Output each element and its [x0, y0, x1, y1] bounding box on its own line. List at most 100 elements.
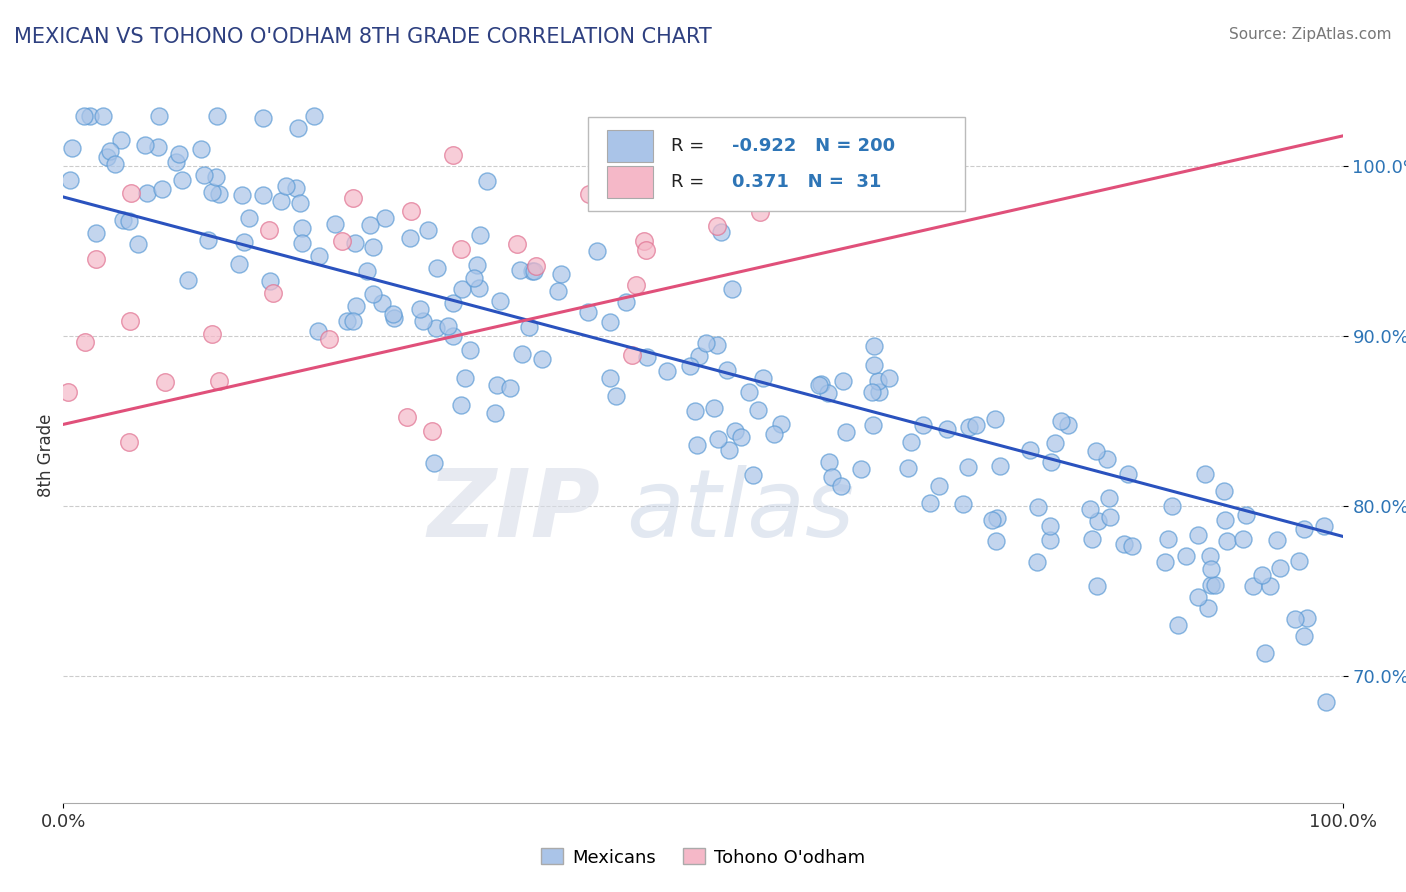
Point	[1250, 568, 1272, 582]
Point	[423, 456, 446, 470]
Point	[547, 284, 569, 298]
Point	[441, 329, 464, 343]
Point	[200, 185, 222, 199]
Point	[721, 282, 744, 296]
Y-axis label: 8th Grade: 8th Grade	[37, 413, 55, 497]
Point	[506, 236, 529, 251]
Point	[620, 348, 643, 362]
Point	[832, 375, 855, 389]
Point	[486, 378, 509, 392]
Point	[1197, 601, 1219, 615]
Point	[425, 321, 447, 335]
Point	[382, 307, 405, 321]
Point	[1284, 612, 1306, 626]
Point	[307, 324, 329, 338]
Point	[111, 213, 134, 227]
Text: 0.371   N =  31: 0.371 N = 31	[733, 173, 882, 191]
Point	[205, 109, 228, 123]
Point	[988, 458, 1011, 473]
Point	[624, 278, 647, 293]
Point	[520, 263, 543, 277]
Point	[752, 371, 775, 385]
Point	[60, 141, 83, 155]
Point	[1254, 646, 1277, 660]
Text: MEXICAN VS TOHONO O'ODHAM 8TH GRADE CORRELATION CHART: MEXICAN VS TOHONO O'ODHAM 8TH GRADE CORR…	[14, 27, 711, 46]
Point	[1288, 554, 1310, 568]
Point	[374, 211, 396, 225]
FancyBboxPatch shape	[607, 166, 654, 198]
Point	[468, 227, 491, 242]
Point	[177, 273, 200, 287]
Point	[127, 237, 149, 252]
Point	[382, 310, 405, 325]
Point	[706, 219, 728, 233]
Point	[1241, 579, 1264, 593]
Point	[688, 349, 710, 363]
Point	[1095, 452, 1118, 467]
Point	[276, 178, 298, 193]
Point	[302, 109, 325, 123]
Point	[808, 378, 831, 392]
Point	[84, 252, 107, 266]
Point	[488, 294, 510, 309]
Point	[897, 460, 920, 475]
Point	[323, 217, 346, 231]
Legend: Mexicans, Tohono O'odham: Mexicans, Tohono O'odham	[534, 841, 872, 874]
Point	[1265, 533, 1288, 548]
Point	[104, 157, 127, 171]
Point	[356, 264, 378, 278]
Point	[308, 249, 330, 263]
Point	[866, 374, 889, 388]
Point	[716, 363, 738, 377]
Point	[1258, 579, 1281, 593]
Point	[1215, 533, 1237, 548]
Point	[208, 374, 231, 388]
Point	[291, 235, 314, 250]
Point	[166, 155, 188, 169]
Point	[821, 470, 844, 484]
Point	[420, 424, 443, 438]
Point	[1160, 499, 1182, 513]
Point	[135, 186, 157, 201]
Point	[468, 281, 491, 295]
Point	[441, 295, 464, 310]
Point	[148, 109, 170, 123]
Point	[1039, 533, 1062, 547]
Point	[458, 343, 481, 357]
Point	[259, 274, 281, 288]
Point	[1187, 528, 1209, 542]
Point	[450, 242, 472, 256]
Point	[270, 194, 292, 209]
Point	[849, 462, 872, 476]
Point	[1039, 519, 1062, 533]
Point	[860, 384, 883, 399]
Point	[678, 359, 700, 373]
Point	[330, 234, 353, 248]
Point	[605, 389, 627, 403]
Point	[361, 240, 384, 254]
Point	[426, 260, 449, 275]
Point	[75, 334, 97, 349]
Point	[762, 426, 785, 441]
Point	[1215, 513, 1237, 527]
Point	[593, 125, 616, 139]
FancyBboxPatch shape	[607, 130, 654, 162]
Point	[1198, 549, 1220, 563]
Point	[93, 109, 115, 123]
Text: R =: R =	[671, 173, 716, 191]
Point	[810, 377, 832, 392]
Point	[1234, 508, 1257, 522]
Point	[232, 235, 254, 249]
Point	[1156, 532, 1178, 546]
Point	[683, 404, 706, 418]
Point	[818, 455, 841, 469]
Point	[287, 121, 309, 136]
Point	[1315, 695, 1337, 709]
Point	[56, 384, 79, 399]
Point	[371, 296, 394, 310]
Point	[1199, 578, 1222, 592]
Point	[1292, 522, 1315, 536]
Point	[1232, 533, 1254, 547]
Point	[912, 417, 935, 432]
Point	[399, 230, 422, 244]
